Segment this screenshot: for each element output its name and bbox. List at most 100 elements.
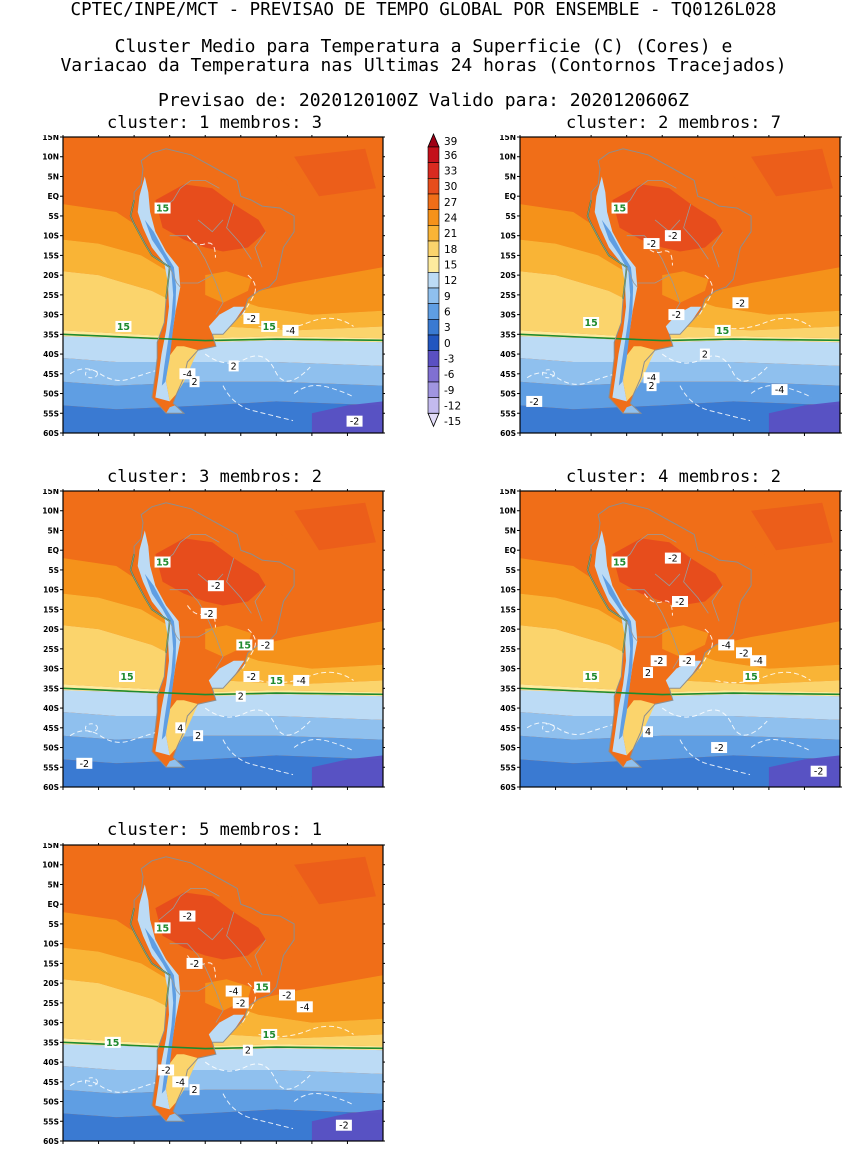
- lat-tick-label: 35S: [43, 330, 59, 339]
- lon-tick-label: 50W: [231, 790, 250, 791]
- colorbar-segment: [427, 319, 440, 336]
- panel-title-cluster-3: cluster: 3 membros: 2: [107, 467, 322, 487]
- colorbar-tick-label: 33: [444, 166, 457, 178]
- lat-tick-label: 50S: [43, 744, 59, 753]
- lat-tick-label: 25S: [43, 645, 59, 654]
- colorbar-tick-label: 0: [444, 338, 451, 350]
- lat-tick-label: 40S: [500, 350, 516, 359]
- lat-tick-label: 5S: [505, 566, 516, 575]
- lat-tick-label: 10S: [43, 586, 59, 595]
- isotherm-15-label: 15: [236, 639, 253, 651]
- svg-text:15: 15: [613, 558, 626, 569]
- lon-tick-label: 40W: [267, 1144, 286, 1145]
- lon-tick-label: 40W: [724, 436, 743, 437]
- svg-text:2: 2: [649, 381, 655, 392]
- colorbar-tick-label: -6: [444, 369, 455, 381]
- colorbar-segment: [427, 256, 440, 273]
- temperature-change-label: -2: [243, 313, 260, 325]
- temperature-change-label: -4: [771, 384, 788, 396]
- temperature-change-label: -2: [664, 230, 681, 242]
- temperature-change-label: 2: [643, 667, 653, 679]
- svg-text:4: 4: [645, 727, 651, 738]
- temperature-change-label: -4: [296, 1001, 313, 1013]
- svg-text:15: 15: [263, 322, 276, 333]
- svg-text:2: 2: [195, 731, 201, 742]
- isotherm-15-label: 15: [104, 1036, 121, 1049]
- lat-tick-label: 20S: [500, 625, 516, 634]
- svg-text:-2: -2: [814, 767, 823, 778]
- lon-tick-label: 30W: [760, 790, 779, 791]
- lon-tick-label: 50W: [688, 790, 707, 791]
- colorbar-tick-label: 39: [444, 136, 457, 148]
- lon-tick-label: 80W: [582, 790, 601, 791]
- colorbar-segment: [427, 146, 440, 163]
- lat-tick-label: 55S: [500, 763, 516, 772]
- isotherm-15-label: 15: [714, 324, 731, 337]
- isotherm-15-label: 15: [583, 316, 600, 329]
- lat-tick-label: 60S: [43, 783, 59, 791]
- colorbar-tick-label: -3: [444, 354, 454, 366]
- svg-text:-4: -4: [296, 676, 305, 687]
- lat-tick-label: 5N: [505, 526, 517, 535]
- lat-tick-label: 50S: [43, 390, 59, 399]
- lon-tick-label: 90W: [89, 1144, 108, 1145]
- colorbar-segment: [427, 240, 440, 257]
- temperature-change-label: -4: [718, 639, 735, 651]
- panel-title-cluster-1: cluster: 1 membros: 3: [107, 113, 322, 133]
- lat-tick-label: 25S: [500, 291, 516, 300]
- panel-title-cluster-4: cluster: 4 membros: 2: [566, 467, 781, 487]
- lat-tick-label: 35S: [43, 684, 59, 693]
- temperature-change-label: -2: [346, 415, 363, 428]
- lon-tick-label: 40W: [267, 436, 286, 437]
- svg-text:2: 2: [192, 377, 198, 388]
- temperature-change-label: -2: [200, 607, 217, 620]
- temperature-change-label: -2: [650, 655, 667, 667]
- colorbar-segment: [427, 209, 440, 226]
- lat-tick-label: 10N: [42, 861, 59, 870]
- temperature-change-label: 2: [699, 348, 710, 361]
- svg-text:-2: -2: [682, 656, 691, 667]
- lat-tick-label: 30S: [43, 1019, 59, 1028]
- isotherm-15-label: 15: [611, 556, 628, 569]
- lat-tick-label: EQ: [48, 900, 60, 909]
- lat-tick-label: 50S: [500, 744, 516, 753]
- lat-tick-label: EQ: [505, 546, 517, 555]
- svg-text:-4: -4: [229, 987, 238, 998]
- title-line-1: CPTEC/INPE/MCT - PREVISAO DE TEMPO GLOBA…: [70, 0, 777, 20]
- lat-tick-label: 50S: [43, 1098, 59, 1107]
- panel-title-cluster-5: cluster: 5 membros: 1: [107, 820, 322, 840]
- title-line-2: Cluster Medio para Temperatura a Superfi…: [114, 36, 733, 57]
- temperature-change-label: 2: [242, 1044, 253, 1057]
- svg-text:-2: -2: [714, 743, 723, 754]
- temperature-change-label: -2: [186, 957, 203, 970]
- temperature-change-label: 2: [189, 376, 200, 388]
- temperature-change-label: -2: [279, 989, 295, 1001]
- isotherm-15-label: 15: [261, 1028, 278, 1041]
- lon-tick-label: 90W: [89, 436, 108, 437]
- lat-tick-label: 45S: [43, 1078, 59, 1087]
- colorbar-segment: [427, 178, 440, 195]
- colorbar-segment: [427, 272, 440, 289]
- lat-tick-label: 30S: [43, 311, 59, 320]
- temperature-change-label: -2: [643, 238, 660, 250]
- isotherm-15-label: 15: [154, 202, 171, 215]
- temperature-change-label: -2: [158, 1064, 175, 1076]
- lon-tick-label: 60W: [196, 1144, 215, 1145]
- temperature-change-label: -2: [732, 297, 749, 309]
- lon-tick-label: 50W: [231, 436, 250, 437]
- lon-tick-label: 90W: [89, 790, 108, 791]
- lat-tick-label: 60S: [43, 429, 59, 437]
- colorbar-tick-label: 12: [444, 275, 457, 287]
- svg-text:-2: -2: [668, 554, 677, 565]
- colorbar-segment: [427, 381, 440, 398]
- lon-tick-label: 70W: [160, 790, 179, 791]
- lon-tick-label: 20W: [338, 1144, 357, 1145]
- lon-tick-label: 80W: [125, 790, 144, 791]
- lat-tick-label: 20S: [43, 625, 59, 634]
- svg-text:2: 2: [231, 361, 237, 372]
- svg-text:-2: -2: [672, 310, 681, 321]
- svg-text:-2: -2: [261, 640, 270, 651]
- colorbar-segment: [427, 193, 440, 210]
- lat-tick-label: 5N: [505, 172, 517, 181]
- lon-tick-label: 30W: [303, 1144, 322, 1145]
